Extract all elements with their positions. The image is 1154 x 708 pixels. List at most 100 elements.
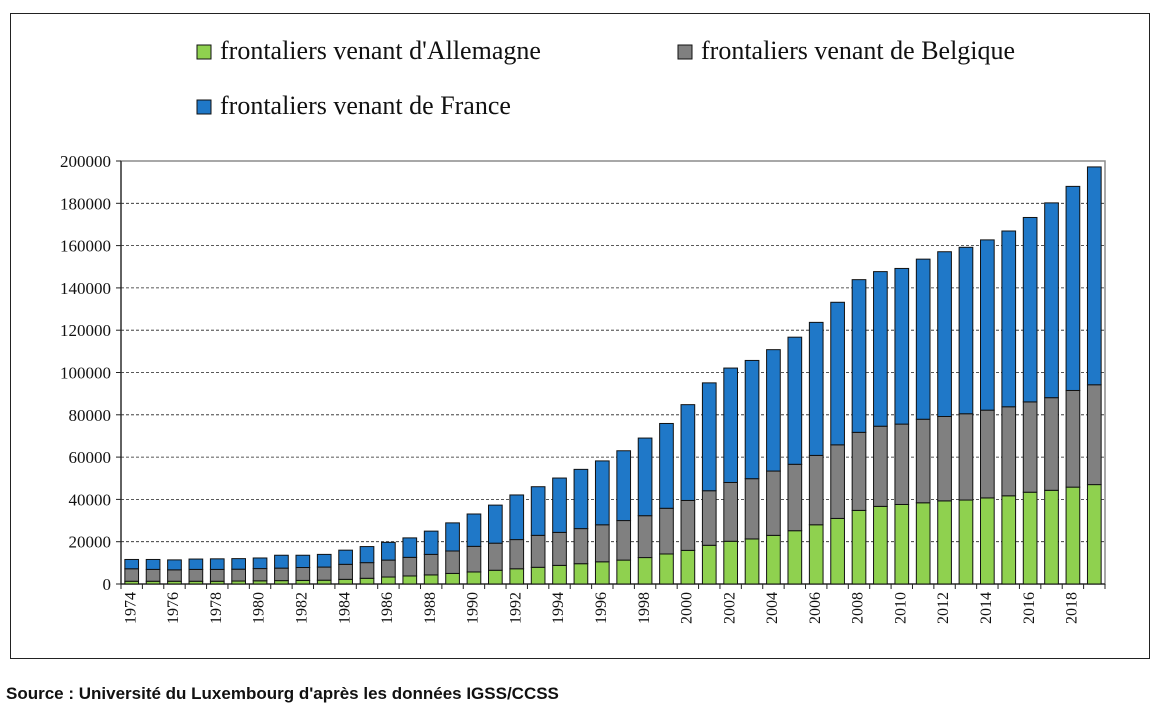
bar-2015-series-2 bbox=[1001, 230, 1017, 408]
bar-1986-series-0 bbox=[381, 576, 396, 585]
bar-1987-series-0 bbox=[402, 575, 418, 585]
bar-1993-series-2 bbox=[530, 486, 546, 536]
x-tick-label-2014: 2014 bbox=[978, 592, 995, 624]
bar-1996-series-1 bbox=[594, 524, 610, 563]
bar-1987-series-1 bbox=[402, 556, 418, 577]
bar-1981-series-1 bbox=[274, 567, 289, 582]
bar-1989-series-2 bbox=[445, 522, 460, 552]
x-tick-label-1990: 1990 bbox=[465, 592, 482, 624]
bar-2000-series-1 bbox=[680, 499, 696, 551]
bar-2010-series-2 bbox=[894, 267, 910, 425]
bar-1986-series-1 bbox=[381, 559, 396, 578]
bar-1995-series-0 bbox=[573, 563, 589, 585]
bar-2018-series-2 bbox=[1065, 185, 1081, 391]
bar-2013-series-0 bbox=[958, 499, 974, 585]
bar-2010-series-1 bbox=[894, 423, 910, 505]
bar-2000-series-0 bbox=[680, 549, 696, 585]
bar-2011-series-2 bbox=[915, 258, 931, 420]
bar-1994-series-1 bbox=[552, 531, 567, 566]
bar-1979-series-2 bbox=[231, 558, 246, 570]
bar-1975-series-2 bbox=[145, 558, 161, 570]
bar-1998-series-1 bbox=[637, 515, 653, 559]
bar-2002-series-0 bbox=[723, 540, 738, 585]
bar-1984-series-0 bbox=[338, 578, 353, 585]
bar-1999-series-2 bbox=[659, 422, 674, 509]
bar-2001-series-1 bbox=[701, 490, 717, 546]
x-tick-label-1982: 1982 bbox=[293, 592, 310, 624]
bar-1995-series-2 bbox=[573, 468, 589, 530]
bar-1996-series-0 bbox=[594, 561, 610, 585]
bar-1985-series-0 bbox=[359, 577, 375, 585]
x-tick-label-1996: 1996 bbox=[593, 592, 610, 624]
legend-swatch-0 bbox=[196, 44, 212, 60]
y-tick-label-200000: 200000 bbox=[60, 152, 111, 171]
bar-1988-series-1 bbox=[423, 553, 439, 576]
bar-2009-series-1 bbox=[873, 425, 888, 507]
bar-2008-series-2 bbox=[851, 279, 867, 433]
bar-2012-series-0 bbox=[937, 500, 952, 585]
bar-1974-series-2 bbox=[124, 558, 140, 570]
x-tick-label-1984: 1984 bbox=[336, 592, 353, 624]
chart-frame: frontaliers venant d'Allemagne frontalier… bbox=[10, 13, 1150, 659]
bar-2012-series-1 bbox=[937, 415, 952, 502]
legend-label-0: frontaliers venant d'Allemagne bbox=[220, 36, 541, 65]
legend-label-1: frontaliers venant de Belgique bbox=[701, 36, 1015, 65]
bar-1989-series-1 bbox=[445, 550, 460, 574]
bar-2019-series-1 bbox=[1086, 384, 1102, 486]
plot-area: 0 20000 40000 60000 80000 100000 120000 140000 1… bbox=[60, 152, 1106, 624]
bar-1999-series-1 bbox=[659, 507, 674, 555]
y-tick-label-40000: 40000 bbox=[69, 490, 112, 509]
x-tick-label-1986: 1986 bbox=[379, 592, 396, 624]
bar-2001-series-2 bbox=[701, 382, 717, 492]
bar-1977-series-1 bbox=[188, 568, 204, 582]
bar-1983-series-1 bbox=[316, 566, 332, 581]
bar-2016-series-1 bbox=[1022, 401, 1038, 493]
bar-2014-series-1 bbox=[980, 409, 995, 499]
bar-2017-series-2 bbox=[1044, 202, 1059, 399]
bar-1978-series-1 bbox=[209, 568, 225, 582]
y-tick-label-100000: 100000 bbox=[60, 364, 111, 383]
bar-1997-series-0 bbox=[616, 559, 632, 585]
bar-2007-series-2 bbox=[830, 301, 845, 446]
bar-1992-series-0 bbox=[509, 568, 525, 585]
bar-1994-series-0 bbox=[552, 564, 567, 585]
y-tick-label-20000: 20000 bbox=[69, 533, 112, 552]
bar-1982-series-1 bbox=[295, 567, 311, 581]
bar-1996-series-2 bbox=[594, 460, 610, 526]
x-tick-label-2012: 2012 bbox=[935, 592, 952, 624]
y-tick-label-120000: 120000 bbox=[60, 321, 111, 340]
bar-1975-series-1 bbox=[145, 568, 161, 582]
bar-1997-series-1 bbox=[616, 520, 632, 561]
bar-2009-series-0 bbox=[873, 505, 888, 585]
bar-2015-series-0 bbox=[1001, 495, 1017, 585]
bar-2007-series-1 bbox=[830, 444, 845, 519]
bar-2004-series-2 bbox=[766, 349, 781, 472]
bar-2001-series-0 bbox=[701, 544, 717, 585]
bar-1989-series-0 bbox=[445, 572, 460, 585]
bar-1990-series-0 bbox=[466, 571, 482, 585]
y-tick-label-0: 0 bbox=[103, 575, 112, 594]
bar-1999-series-0 bbox=[659, 553, 674, 585]
bar-2011-series-1 bbox=[915, 418, 931, 504]
y-tick-label-160000: 160000 bbox=[60, 237, 111, 256]
bar-1987-series-2 bbox=[402, 537, 418, 558]
bar-1988-series-0 bbox=[423, 574, 439, 585]
y-tick-label-60000: 60000 bbox=[69, 448, 112, 467]
bar-2016-series-2 bbox=[1022, 216, 1038, 403]
bar-2018-series-1 bbox=[1065, 389, 1081, 488]
bar-2006-series-2 bbox=[808, 321, 824, 456]
x-tick-label-1978: 1978 bbox=[208, 592, 225, 624]
bar-2003-series-2 bbox=[744, 359, 760, 480]
x-tick-label-1988: 1988 bbox=[422, 592, 439, 624]
bar-1977-series-2 bbox=[188, 558, 204, 570]
bar-2013-series-2 bbox=[958, 246, 974, 415]
bar-2005-series-1 bbox=[787, 463, 803, 532]
x-tick-label-1998: 1998 bbox=[636, 592, 653, 624]
x-tick-label-2004: 2004 bbox=[764, 592, 781, 624]
bar-1997-series-2 bbox=[616, 450, 632, 522]
bar-1991-series-0 bbox=[488, 569, 503, 585]
bar-1998-series-0 bbox=[637, 557, 653, 585]
bar-1985-series-2 bbox=[359, 546, 375, 564]
bar-2019-series-2 bbox=[1086, 166, 1102, 386]
bar-1993-series-1 bbox=[530, 534, 546, 568]
